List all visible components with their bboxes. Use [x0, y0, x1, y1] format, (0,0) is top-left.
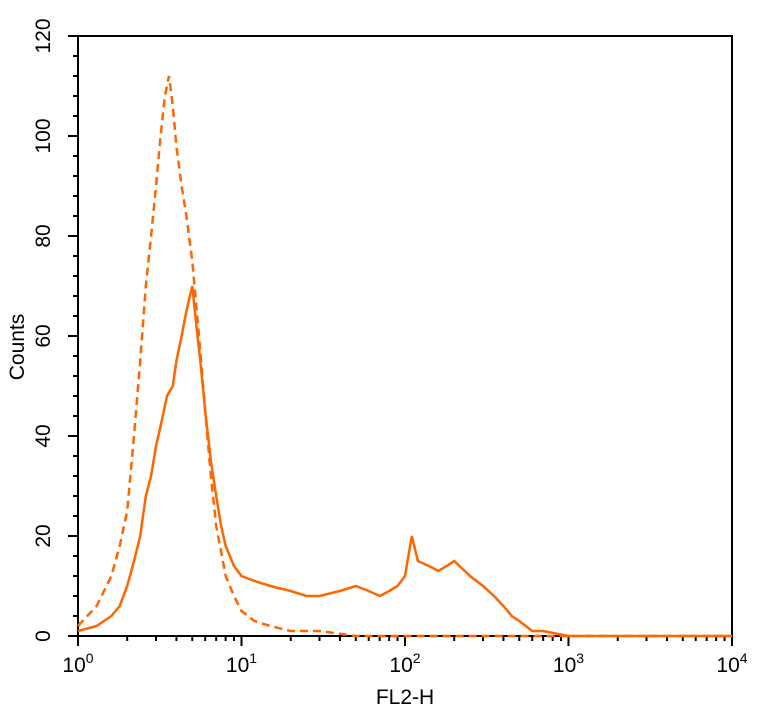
x-tick-label: 101 — [226, 650, 257, 677]
plot-frame — [77, 35, 733, 637]
y-tick-label: 0 — [32, 630, 55, 642]
y-tick-label: 120 — [32, 18, 55, 53]
series-line-dashed — [77, 75, 732, 638]
x-axis-title: FL2-H — [376, 686, 434, 709]
y-axis: 0 20 40 60 80 100 120 — [32, 18, 78, 642]
x-tick-label: 102 — [389, 650, 420, 677]
y-tick-label: 60 — [32, 324, 55, 347]
x-tick-label: 100 — [62, 650, 93, 677]
x-axis: 100 101 102 103 104 — [62, 636, 748, 677]
series-layer — [77, 75, 732, 638]
y-tick-label: 100 — [32, 118, 55, 153]
y-tick-label: 20 — [32, 524, 55, 547]
y-tick-label: 80 — [32, 224, 55, 247]
y-tick-label: 40 — [32, 424, 55, 447]
y-axis-title: Counts — [6, 314, 29, 381]
x-tick-label: 103 — [553, 650, 584, 677]
x-tick-label: 104 — [716, 650, 747, 677]
series-line-solid — [77, 285, 732, 638]
